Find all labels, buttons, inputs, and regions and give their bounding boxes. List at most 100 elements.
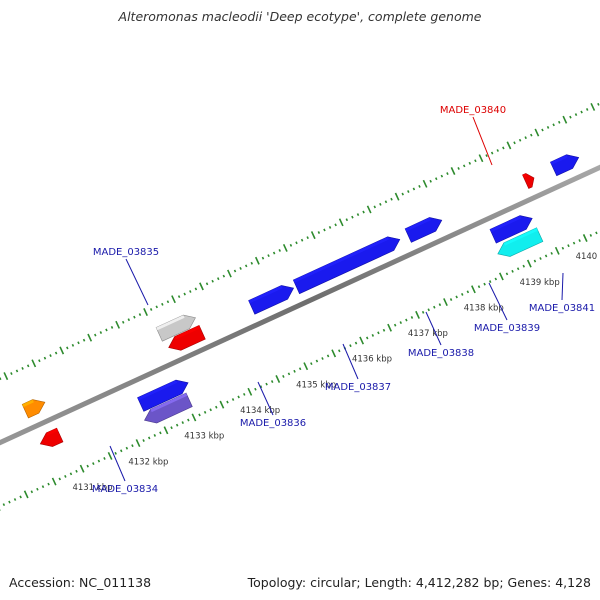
outer-tick <box>105 328 108 332</box>
outer-tick <box>394 192 400 201</box>
inner-tick <box>13 498 17 501</box>
outer-tick <box>518 138 522 142</box>
inner-tick <box>69 472 73 476</box>
gene-arrow-unlabeled-12 <box>39 427 64 447</box>
outer-tick <box>161 302 164 306</box>
inner-tick <box>578 239 581 242</box>
accession-text: Accession: NC_011138 <box>9 575 152 590</box>
gene-arrow-MADE_03839 <box>497 227 544 257</box>
inner-tick <box>153 433 157 437</box>
outer-tick <box>373 205 376 209</box>
outer-tick <box>99 331 103 334</box>
inner-tick-track <box>0 231 598 511</box>
inner-tick <box>359 336 365 345</box>
outer-tick <box>295 241 298 245</box>
outer-tick <box>138 313 142 317</box>
outer-tick <box>289 243 293 247</box>
inner-tick <box>237 395 240 399</box>
outer-tick <box>31 359 37 368</box>
gene-highlight <box>46 428 58 436</box>
outer-tick <box>189 290 192 293</box>
inner-tick <box>321 357 324 360</box>
gene-body <box>248 285 295 315</box>
gene-label-MADE_03835: MADE_03835 <box>93 247 159 258</box>
inner-tick <box>371 333 375 337</box>
outer-tick <box>585 108 589 111</box>
inner-tick <box>159 431 162 435</box>
scale-label-4137: 4137 kbp <box>408 329 448 339</box>
outer-tick <box>149 308 153 311</box>
inner-tick <box>433 305 436 309</box>
outer-tick <box>552 123 555 127</box>
inner-tick <box>265 382 268 386</box>
inner-tick <box>114 451 117 455</box>
outer-tick <box>435 177 438 181</box>
gene-features <box>21 154 580 447</box>
gene-label-MADE_03838: MADE_03838 <box>408 348 474 359</box>
inner-tick <box>163 426 169 435</box>
inner-tick <box>219 400 225 409</box>
outer-tick <box>0 377 2 381</box>
outer-tick <box>26 364 30 368</box>
outer-tick <box>217 277 220 281</box>
outer-tick <box>239 267 242 270</box>
outer-tick <box>272 251 276 255</box>
gene-arrow-MADE_03834 <box>144 392 193 424</box>
outer-tick <box>530 133 533 137</box>
inner-tick <box>147 436 151 440</box>
scale-label-4140: 4140 kbp <box>576 252 600 262</box>
outer-tick <box>21 366 24 370</box>
backbone-line <box>0 164 600 446</box>
gene-highlight <box>156 315 185 331</box>
gene-arrow-MADE_03836 <box>248 285 295 315</box>
outer-tick <box>177 295 181 299</box>
inner-tick <box>226 400 229 404</box>
outer-tick <box>502 146 505 150</box>
outer-tick <box>127 318 131 322</box>
inner-tick <box>231 398 235 401</box>
outer-tick <box>233 269 237 273</box>
outer-tick <box>390 197 393 201</box>
outer-tick <box>323 228 326 232</box>
gene-highlight <box>174 325 201 340</box>
outer-tick <box>490 151 494 155</box>
outer-tick <box>278 249 281 252</box>
outer-tick <box>338 218 344 227</box>
gene-arrow-MADE_03838 <box>404 217 443 243</box>
outer-tick <box>43 356 47 360</box>
outer-tick <box>267 254 270 258</box>
gene-label-MADE_03840: MADE_03840 <box>440 105 506 116</box>
outer-tick <box>362 210 365 214</box>
outer-tick <box>597 102 600 106</box>
inner-tick <box>589 234 593 237</box>
inner-tick <box>438 303 442 307</box>
inner-tick <box>36 487 39 491</box>
inner-tick <box>92 462 95 466</box>
outer-tick <box>546 126 550 129</box>
outer-tick <box>418 184 421 188</box>
gene-highlight <box>490 215 522 233</box>
scale-label-4131: 4131 kbp <box>72 483 112 493</box>
gene-highlight <box>405 217 431 232</box>
outer-tick <box>194 287 198 291</box>
outer-tick <box>569 115 572 119</box>
inner-tick <box>449 298 453 301</box>
gene-body <box>292 236 401 295</box>
outer-tick <box>440 174 444 178</box>
inner-tick <box>561 246 565 250</box>
inner-tick <box>203 410 207 414</box>
leader-line-MADE_03836 <box>257 381 274 416</box>
scale-label-4134: 4134 kbp <box>240 406 280 416</box>
outer-tick <box>429 179 432 183</box>
leader-line-MADE_03837 <box>342 343 359 380</box>
scale-label-4135: 4135 kbp <box>296 380 336 390</box>
inner-tick <box>410 316 414 319</box>
leader-line-MADE_03838 <box>425 311 442 346</box>
inner-tick <box>567 244 570 248</box>
outer-tick <box>462 164 466 168</box>
inner-tick <box>377 331 380 335</box>
outer-tick <box>580 110 583 114</box>
outer-tick <box>115 320 121 329</box>
inner-tick <box>382 328 386 332</box>
inner-tick <box>349 344 352 348</box>
